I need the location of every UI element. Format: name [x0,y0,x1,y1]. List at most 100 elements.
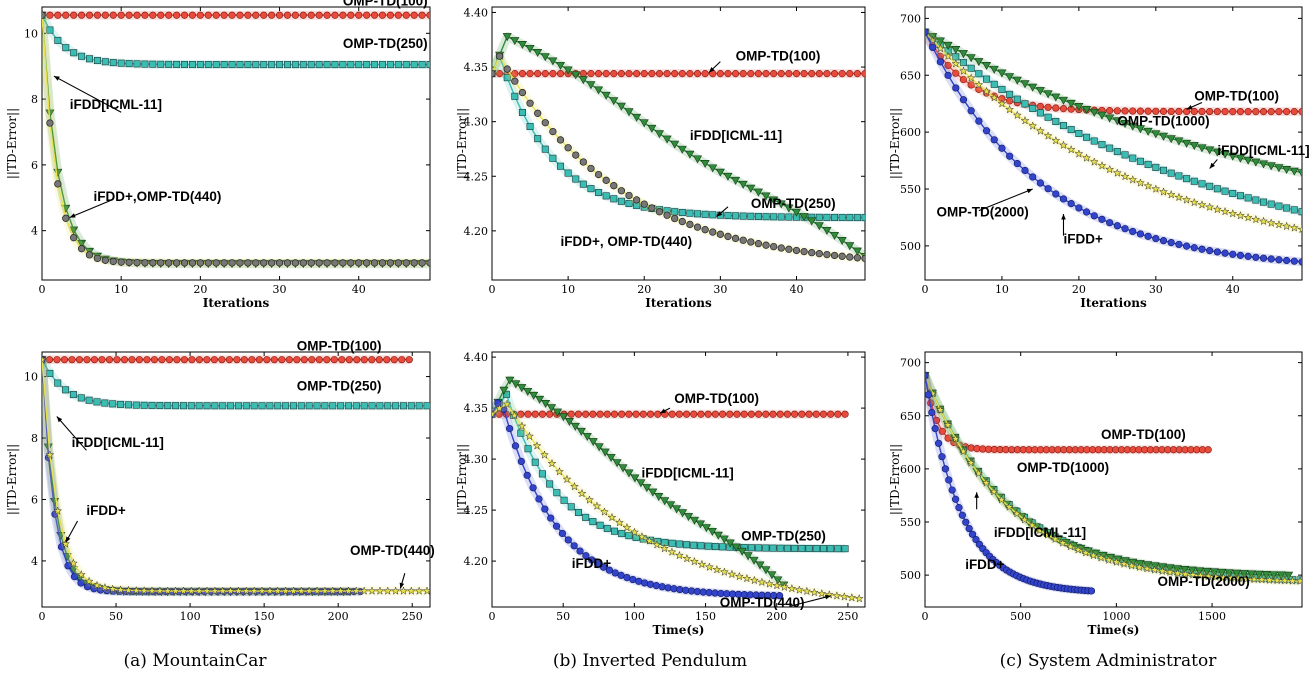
y-tick-label: 6 [31,493,38,506]
point-ifdd-icml-11- [1074,102,1084,111]
point-omp-td-440- [53,506,63,515]
point-omp-td-250- [297,402,305,410]
y-tick-label: 4.20 [464,225,489,238]
point-omp-td-2000- [1266,218,1276,227]
point-ifdd-omp-td-440- [46,119,54,127]
point-omp-td-100- [938,427,946,435]
point-omp-td-100- [268,11,276,19]
arrow-head [53,76,60,81]
point-ifdd- [936,58,944,66]
point-ifdd- [925,391,932,399]
point-omp-td-250- [755,544,763,552]
point-omp-td-100- [754,70,763,78]
y-tick-label: 600 [900,463,921,476]
point-omp-td-2000- [974,468,984,478]
annotation-arrow [978,188,1033,212]
plot-frame [41,6,431,281]
x-tick-label: 10 [114,283,128,296]
point-ifdd-icml-11- [576,427,586,436]
point-omp-td-1000- [1175,172,1183,180]
point-omp-td-250- [125,60,133,68]
series-annotation: iFDD[ICML-11] [641,465,733,480]
point-omp-td-100- [394,11,402,19]
series-annotation: OMP-TD(1000) [1117,113,1209,128]
point-ifdd- [1121,225,1129,233]
point-ifdd-omp-td-440- [85,251,94,259]
point-ifdd- [955,504,963,512]
point-omp-td-100- [180,11,189,19]
y-tick-label: 4.35 [464,61,489,74]
x-tick-label: 10 [561,283,575,296]
point-ifdd-omp-td-440- [808,249,816,257]
point-omp-td-250- [603,524,611,532]
point-omp-td-100- [383,356,391,364]
point-ifdd- [1259,254,1268,262]
point-omp-td-100- [602,70,610,78]
point-omp-td-100- [640,70,648,78]
point-omp-td-100- [747,410,755,418]
point-ifdd- [605,566,613,574]
point-omp-td-2000- [1189,197,1199,207]
point-ifdd-icml-11- [837,237,847,245]
point-omp-td-250- [511,92,519,100]
x-tick-label: 10 [995,283,1009,296]
point-omp-td-2000- [966,458,976,467]
point-ifdd-omp-td-440- [188,259,197,267]
point-ifdd- [775,592,784,600]
point-omp-td-440- [273,586,283,595]
point-omp-td-2000- [996,494,1007,504]
point-omp-td-1000- [1152,163,1160,171]
series-annotation: OMP-TD(2000) [1158,574,1250,589]
point-ifdd-icml-11- [773,576,783,585]
point-omp-td-250- [517,429,525,437]
point-ifdd-icml-11- [814,222,824,231]
point-omp-td-250- [769,544,777,552]
series-band-omp-td-250- [492,51,865,223]
point-ifdd-icml-11- [1297,169,1302,178]
point-ifdd-omp-td-440- [386,259,395,267]
point-ifdd-omp-td-440- [402,259,410,267]
point-omp-td-440- [210,586,220,595]
point-ifdd- [682,586,690,594]
point-ifdd-icml-11- [548,57,558,66]
point-ifdd- [1129,227,1137,236]
point-omp-td-440- [367,586,377,595]
point-omp-td-250- [62,44,70,52]
point-omp-td-100- [90,356,99,364]
point-ifdd- [1106,219,1114,227]
point-ifdd- [1190,244,1198,252]
point-omp-td-250- [132,401,140,409]
point-omp-td-250- [754,212,762,220]
point-omp-td-2000- [943,51,953,61]
point-omp-td-100- [1182,107,1191,116]
point-ifdd- [57,543,66,551]
point-omp-td-250- [602,192,610,200]
point-ifdd- [547,514,555,522]
point-omp-td-100- [105,356,114,364]
point-ifdd-icml-11- [1043,90,1053,99]
series-group [492,375,864,604]
point-omp-td-100- [248,356,256,364]
point-omp-td-250- [711,543,719,551]
point-omp-td-1000- [990,80,998,88]
point-omp-td-100- [204,11,212,19]
point-ifdd- [594,560,602,568]
point-ifdd-omp-td-440- [686,220,694,229]
point-ifdd-omp-td-440- [541,119,549,127]
point-omp-td-250- [179,402,187,410]
point-omp-td-440- [45,450,55,459]
point-omp-td-250- [596,521,604,529]
point-omp-td-100- [1059,105,1068,113]
point-omp-td-250- [228,61,236,69]
point-omp-td-440- [532,441,542,450]
point-omp-td-1000- [1021,100,1029,108]
x-axis-label: Iterations [645,296,712,310]
point-omp-td-250- [321,402,329,410]
point-ifdd-icml-11- [685,150,695,159]
point-ifdd-icml-11- [612,459,622,468]
x-tick-label: 0 [922,610,929,623]
point-omp-td-250- [538,470,546,478]
point-omp-td-440- [614,517,624,527]
point-omp-td-100- [846,70,854,78]
point-omp-td-100- [299,11,307,19]
